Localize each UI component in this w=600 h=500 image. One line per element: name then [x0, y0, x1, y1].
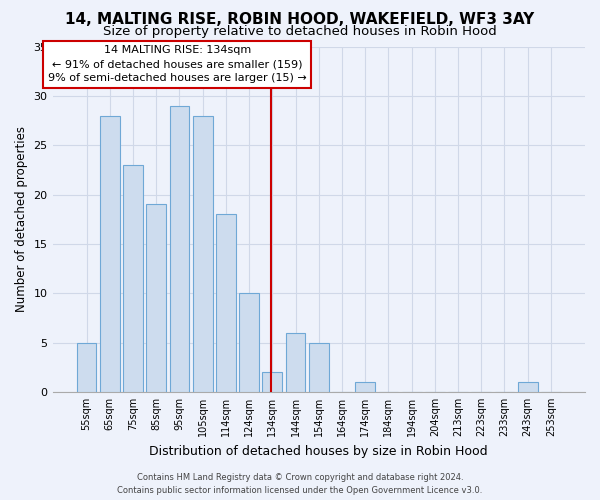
Bar: [355, 382, 375, 392]
Bar: [193, 116, 212, 392]
Bar: [518, 382, 538, 392]
Text: Size of property relative to detached houses in Robin Hood: Size of property relative to detached ho…: [103, 25, 497, 38]
Bar: [286, 332, 305, 392]
Bar: [100, 116, 119, 392]
X-axis label: Distribution of detached houses by size in Robin Hood: Distribution of detached houses by size …: [149, 444, 488, 458]
Y-axis label: Number of detached properties: Number of detached properties: [15, 126, 28, 312]
Bar: [309, 342, 329, 392]
Bar: [123, 165, 143, 392]
Bar: [239, 293, 259, 392]
Bar: [170, 106, 190, 392]
Text: 14 MALTING RISE: 134sqm
← 91% of detached houses are smaller (159)
9% of semi-de: 14 MALTING RISE: 134sqm ← 91% of detache…: [48, 46, 307, 84]
Text: Contains HM Land Registry data © Crown copyright and database right 2024.
Contai: Contains HM Land Registry data © Crown c…: [118, 473, 482, 495]
Bar: [262, 372, 282, 392]
Bar: [216, 214, 236, 392]
Text: 14, MALTING RISE, ROBIN HOOD, WAKEFIELD, WF3 3AY: 14, MALTING RISE, ROBIN HOOD, WAKEFIELD,…: [65, 12, 535, 28]
Bar: [146, 204, 166, 392]
Bar: [77, 342, 97, 392]
